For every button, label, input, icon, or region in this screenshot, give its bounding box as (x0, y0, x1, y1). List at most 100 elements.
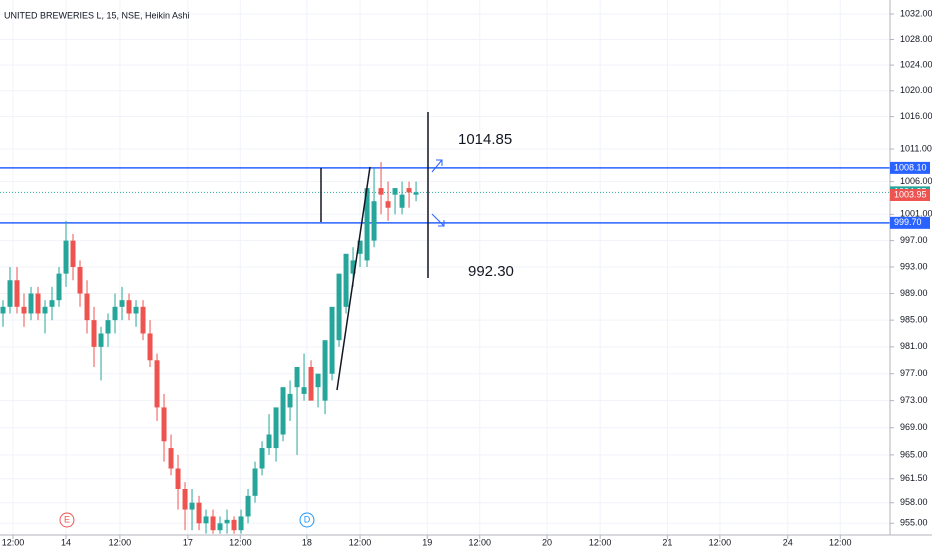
candle-body (168, 448, 174, 469)
candle-body (231, 519, 237, 531)
candle-body (210, 516, 216, 531)
y-tick-label: 981.00 (900, 341, 928, 351)
x-tick-label: 12:00 (349, 537, 372, 547)
candle-body (126, 300, 132, 314)
candle-body (273, 407, 279, 449)
y-tick-label: 1001.00 (900, 209, 932, 219)
candle-body (14, 280, 20, 307)
x-tick-label: 19 (422, 537, 432, 547)
candle-body (7, 280, 13, 307)
candle-body (329, 306, 335, 374)
annotation: 992.30 (468, 263, 514, 280)
y-tick-label: 977.00 (900, 368, 928, 378)
candle-body (28, 293, 34, 314)
candle-body (343, 253, 349, 307)
y-tick-label: 985.00 (900, 315, 928, 325)
candle-body (245, 495, 251, 517)
candle-body (350, 260, 356, 274)
candle-body (49, 300, 55, 307)
annotation: 1014.85 (458, 131, 512, 148)
y-tick-label: 1020.00 (900, 85, 932, 95)
candle-body (280, 387, 286, 435)
x-tick-label: 21 (662, 537, 672, 547)
x-tick-label: 12:00 (109, 537, 132, 547)
candle-body (77, 267, 83, 294)
levels (0, 167, 890, 224)
candle-body (203, 516, 209, 524)
candle-body (98, 333, 104, 347)
arrow-up (431, 159, 443, 173)
candle-body (357, 240, 363, 254)
candle-body (182, 488, 188, 510)
candle-body (413, 192, 419, 195)
y-tick-label: 997.00 (900, 235, 928, 245)
candle-body (238, 516, 244, 531)
candle-body (259, 448, 265, 469)
x-tick-label: 14 (61, 537, 71, 547)
y-tick-label: 989.00 (900, 288, 928, 298)
y-tick-label: 1011.00 (900, 143, 932, 153)
price-tag (890, 188, 930, 201)
candle-body (56, 273, 62, 301)
candle-body (336, 273, 342, 341)
candle-body (0, 306, 6, 314)
grid (0, 0, 890, 535)
arrow-down (431, 213, 445, 227)
y-tick-label: 958.00 (900, 497, 928, 507)
candle-body (252, 468, 258, 496)
x-tick-label: 18 (302, 537, 312, 547)
candle-body (35, 293, 41, 314)
candle-body (266, 434, 272, 449)
candle-body (322, 340, 328, 401)
y-tick-label: 955.00 (900, 518, 928, 528)
y-tick-label: 1024.00 (900, 59, 932, 69)
y-tick-label: 1028.00 (900, 34, 932, 44)
candle-body (70, 240, 76, 268)
price-tag-label: 1003.95 (894, 189, 927, 199)
candle-body (378, 188, 384, 195)
x-tick-label: 12:00 (589, 537, 612, 547)
x-tick-label: 12:00 (468, 537, 491, 547)
candle-body (140, 306, 146, 334)
candle-body (147, 333, 153, 361)
candle-body (224, 519, 230, 524)
candle-body (105, 320, 111, 334)
x-tick-label: 12:00 (709, 537, 732, 547)
candle-body (112, 306, 118, 321)
candle-body (294, 366, 300, 388)
candle-body (315, 373, 321, 388)
candle-body (308, 366, 314, 401)
candle-body (364, 188, 370, 261)
candle-body (84, 293, 90, 321)
drawings (320, 112, 445, 391)
x-tick-label: 17 (183, 537, 193, 547)
x-tick-label: 20 (542, 537, 552, 547)
price-tag (890, 161, 930, 174)
candle-body (301, 387, 307, 394)
candle-body (399, 194, 405, 208)
price-tag-label: 1008.10 (894, 162, 927, 172)
y-tick-label: 973.00 (900, 395, 928, 405)
candle-body (175, 468, 181, 489)
candle-body (21, 306, 27, 314)
price-tag-label: 999.70 (894, 217, 922, 227)
event-marker (299, 512, 315, 528)
candle-body (133, 306, 139, 314)
y-tick-label: 1032.00 (900, 8, 932, 18)
candle-body (371, 201, 377, 241)
price-tag (890, 216, 930, 229)
candle-body (385, 201, 391, 208)
x-tick-label: 12:00 (829, 537, 852, 547)
candle-body (406, 188, 412, 193)
chart-title: UNITED BREWERIES L, 15, NSE, Heikin Ashi (4, 10, 190, 20)
x-tick-label: 12:00 (229, 537, 252, 547)
x-tick-label: 12:00 (2, 537, 25, 547)
trend-line (336, 166, 371, 391)
candle-body (287, 393, 293, 408)
candle-body (63, 240, 69, 274)
candle-body (189, 502, 195, 510)
event-label: D (304, 514, 311, 524)
candle-body (91, 320, 97, 347)
